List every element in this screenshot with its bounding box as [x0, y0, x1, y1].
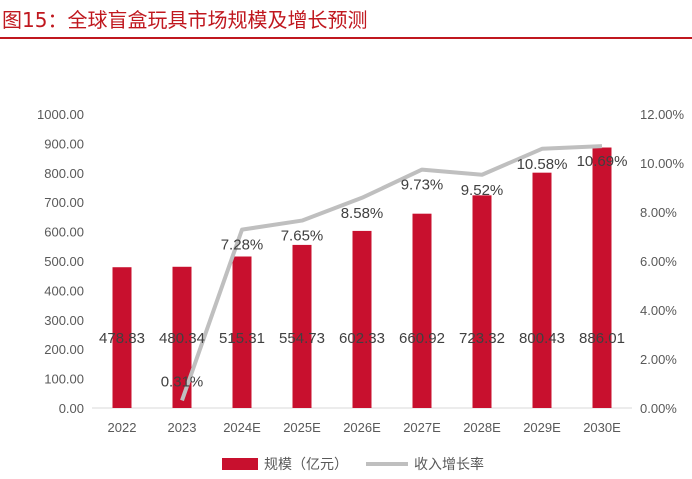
x-axis-tick-label: 2025E [283, 420, 321, 435]
bar-value-label: 886.01 [579, 330, 625, 347]
left-axis-tick-label: 200.00 [44, 342, 84, 357]
right-axis-tick-label: 2.00% [640, 352, 677, 367]
bar-value-label: 602.33 [339, 330, 385, 347]
bar-value-label: 480.34 [159, 330, 205, 347]
left-axis-tick-label: 700.00 [44, 195, 84, 210]
legend-label-bar: 规模（亿元） [264, 456, 348, 472]
line-value-label: 0.31% [161, 373, 204, 390]
left-axis-tick-label: 100.00 [44, 372, 84, 387]
left-axis-tick-label: 0.00 [59, 401, 84, 416]
x-axis-tick-label: 2028E [463, 420, 501, 435]
left-axis: 0.00 100.00 200.00 300.00 400.00 500.00 600.00… [37, 107, 84, 416]
legend-swatch-bar [222, 458, 258, 470]
x-axis-tick-label: 2029E [523, 420, 561, 435]
bar [352, 230, 372, 408]
bar [172, 266, 192, 408]
x-axis-tick-label: 2030E [583, 420, 621, 435]
growth-line [180, 144, 603, 402]
bar-series [112, 147, 612, 408]
bar-value-label: 478.83 [99, 330, 145, 347]
line-value-label: 7.28% [221, 237, 264, 254]
bar [112, 267, 132, 408]
bar [472, 195, 492, 408]
left-axis-tick-label: 900.00 [44, 136, 84, 151]
bar [292, 244, 312, 408]
bar-value-label: 554.73 [279, 330, 325, 347]
left-axis-tick-label: 600.00 [44, 225, 84, 240]
bar-value-label: 723.32 [459, 330, 505, 347]
left-axis-tick-label: 1000.00 [37, 107, 84, 122]
legend: 规模（亿元） 收入增长率 [222, 456, 484, 472]
right-axis-tick-label: 6.00% [640, 254, 677, 269]
left-axis-tick-label: 800.00 [44, 166, 84, 181]
line-value-label: 7.65% [281, 228, 324, 245]
bar [592, 147, 612, 408]
right-axis-tick-label: 4.00% [640, 303, 677, 318]
right-axis-tick-label: 0.00% [640, 401, 677, 416]
bar-value-label: 800.43 [519, 330, 565, 347]
line-labels: 0.31% 7.28% 7.65% 8.58% 9.73% 9.52% 10.58% 10.6… [161, 153, 628, 390]
x-axis-tick-label: 2024E [223, 420, 261, 435]
x-axis-tick-label: 2026E [343, 420, 381, 435]
bar-value-label: 515.31 [219, 330, 265, 347]
right-axis-tick-label: 8.00% [640, 205, 677, 220]
right-axis-tick-label: 12.00% [640, 107, 685, 122]
line-series [180, 144, 603, 402]
x-axis: 2022 2023 2024E 2025E 2026E 2027E 2028E 2029E 20… [108, 420, 622, 435]
legend-label-line: 收入增长率 [414, 456, 484, 472]
left-axis-tick-label: 400.00 [44, 283, 84, 298]
line-value-label: 9.73% [401, 177, 444, 194]
bar-labels: 478.83 480.34 515.31 554.73 602.33 660.92 723.… [99, 330, 625, 347]
right-axis-tick-label: 10.00% [640, 156, 685, 171]
bar-value-label: 660.92 [399, 330, 445, 347]
title-rule [0, 37, 692, 39]
left-axis-tick-label: 300.00 [44, 313, 84, 328]
line-value-label: 10.58% [517, 156, 568, 173]
bar [532, 172, 552, 408]
figure-title: 图15：全球盲盒玩具市场规模及增长预测 [2, 8, 368, 32]
left-axis-tick-label: 500.00 [44, 254, 84, 269]
bar [232, 256, 252, 408]
line-value-label: 8.58% [341, 205, 384, 222]
right-axis: 0.00% 2.00% 4.00% 6.00% 8.00% 10.00% 12.00% [640, 107, 685, 416]
x-axis-tick-label: 2022 [108, 420, 137, 435]
line-value-label: 10.69% [577, 153, 628, 170]
line-value-label: 9.52% [461, 182, 504, 199]
x-axis-tick-label: 2027E [403, 420, 441, 435]
bar [412, 213, 432, 408]
x-axis-tick-label: 2023 [168, 420, 197, 435]
